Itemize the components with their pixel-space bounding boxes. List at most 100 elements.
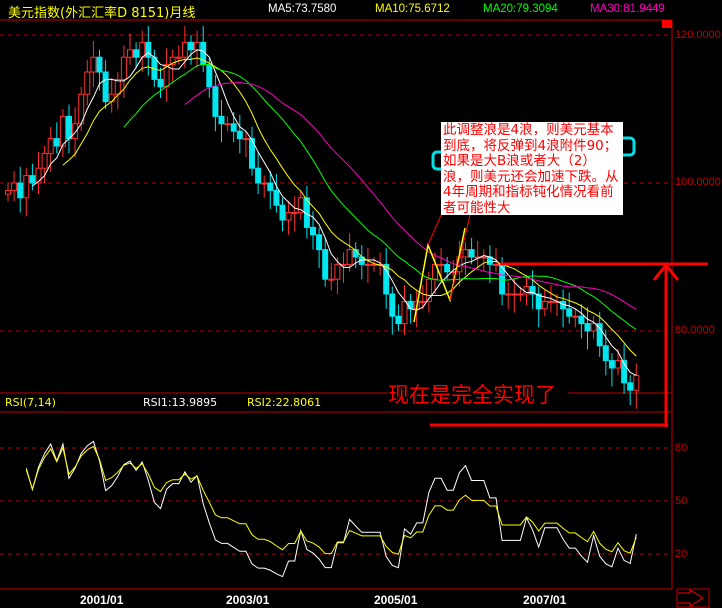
rsi1-line [25, 440, 637, 578]
candle-up [41, 152, 48, 169]
candle-up [175, 56, 182, 59]
candle-up [633, 374, 640, 391]
candle-up [72, 123, 79, 140]
ma5-line [32, 49, 637, 376]
candle-up [291, 212, 298, 215]
arrow-head [652, 262, 680, 281]
candle-up [572, 315, 579, 318]
candle-down [236, 130, 243, 140]
candle-down [316, 234, 323, 251]
candle-up [505, 293, 512, 296]
candle-up [364, 263, 371, 266]
rsi2-value: RSI2:22.8061 [247, 396, 322, 409]
candle-down [66, 115, 72, 140]
date-label: 2001/01 [80, 593, 124, 607]
candle-up [5, 189, 11, 195]
candle-up [139, 41, 146, 58]
candle-up [480, 256, 487, 259]
rsi-tick: 80 [675, 442, 688, 454]
candle-up [541, 300, 548, 310]
candle-up [127, 49, 133, 58]
candle-down [102, 71, 109, 103]
candle-down [444, 263, 451, 273]
candle-down [212, 86, 219, 117]
candle-up [224, 123, 231, 126]
conclusion-note: 现在是完全实现了 [388, 380, 568, 410]
candle-down [322, 249, 329, 280]
candle-up [59, 115, 66, 147]
candle-up [328, 278, 335, 281]
candle-down [602, 345, 609, 362]
ma20-line [123, 63, 637, 330]
candle-down [407, 300, 414, 310]
candle-up [169, 56, 176, 66]
candle-up [425, 278, 432, 302]
arrow-right-icon [678, 589, 704, 607]
ma10-value: MA10:75.6712 [375, 3, 450, 15]
candle-down [273, 189, 280, 206]
rsi2-line [25, 445, 637, 555]
candle-up [517, 293, 524, 296]
candle-down [96, 56, 103, 73]
candle-up [194, 41, 201, 51]
ma30-value: MA30:81.9449 [590, 3, 665, 15]
candle-down [267, 182, 274, 191]
candle-down [218, 115, 225, 125]
candle-up [23, 175, 30, 199]
candle-up [401, 300, 408, 325]
scroll-right-button[interactable] [676, 588, 710, 608]
candle-down [230, 123, 237, 132]
ma20-value: MA20:79.3094 [483, 3, 558, 15]
candle-down [157, 78, 164, 88]
candle-down [627, 382, 634, 391]
candle-up [108, 93, 115, 103]
candle-down [535, 293, 542, 310]
candle-down [389, 293, 396, 317]
candle-down [255, 167, 262, 184]
candle-down [608, 360, 615, 369]
candle-up [35, 167, 42, 184]
candle-up [285, 212, 292, 221]
price-tick: 80.0000 [675, 324, 715, 336]
candle-down [188, 41, 194, 51]
candle-up [438, 263, 445, 266]
candle-up [297, 197, 304, 214]
chart-title: 美元指数(外汇汇率D 8151)月线 [8, 6, 196, 21]
price-tick: 120.0000 [675, 29, 721, 41]
candle-down [279, 204, 286, 221]
rsi-tick: 50 [675, 495, 688, 507]
candle-down [584, 323, 591, 332]
candle-down [133, 49, 140, 58]
candle-down [206, 64, 213, 88]
candle-down [249, 138, 255, 169]
candle-up [615, 360, 621, 369]
candle-up [590, 323, 597, 332]
candle-down [17, 182, 24, 199]
candle-up [84, 71, 91, 95]
candle-up [346, 249, 353, 265]
candle-up [419, 300, 426, 303]
candle-down [29, 175, 36, 184]
candle-up [120, 56, 127, 80]
candle-down [529, 286, 536, 295]
candle-up [90, 56, 97, 73]
candle-up [261, 182, 268, 185]
candle-up [181, 41, 188, 58]
candle-up [493, 263, 499, 266]
rsi1-value: RSI1:13.9895 [143, 396, 218, 409]
annotation-note: 此调整浪是4浪，则美元基本到底，将反弹到4浪附件90；如果是大B浪或者大（2）浪… [441, 122, 623, 215]
candle-down [395, 315, 402, 325]
ma30-line [184, 82, 637, 310]
candle-down [596, 323, 603, 347]
candle-down [566, 308, 573, 317]
candle-down [621, 360, 628, 384]
date-label: 2007/01 [523, 593, 567, 607]
price-tick: 100.0000 [675, 176, 721, 188]
candle-up [462, 249, 469, 258]
candle-up [547, 300, 554, 303]
wave-zigzag [413, 227, 466, 323]
candle-up [47, 138, 54, 154]
candle-down [468, 249, 475, 258]
